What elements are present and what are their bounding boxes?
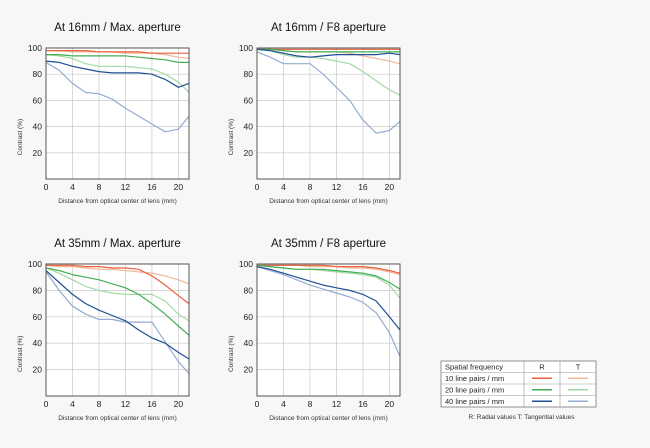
mtf-chart-2: At 16mm / F8 aperture 20 40 60 80 100 0 4 8 12 16 2… [228, 22, 401, 205]
x-tick-label: 20 [174, 399, 184, 409]
x-tick-label: 4 [281, 182, 286, 192]
plot-area [256, 47, 401, 180]
legend-col-r: R [539, 363, 545, 372]
x-tick-label: 8 [308, 182, 313, 192]
y-tick-label: 100 [239, 259, 253, 269]
y-tick-label: 60 [33, 312, 43, 322]
plot-border [256, 263, 401, 397]
series-line-40R [45, 60, 190, 88]
chart-title: At 35mm / F8 aperture [271, 238, 386, 250]
mtf-chart-1: At 16mm / Max. aperture 20 40 60 80 100 0 4 8 12 1… [17, 22, 190, 205]
chart-title: At 16mm / Max. aperture [54, 22, 181, 34]
plot-border [45, 263, 190, 397]
y-tick-label: 40 [33, 122, 43, 132]
plot-area [256, 263, 401, 397]
series-line-10R [256, 264, 401, 274]
series-line-10T [45, 264, 190, 285]
plot-border [256, 47, 401, 180]
series-line-40T [256, 51, 401, 134]
y-tick-label: 60 [33, 95, 43, 105]
series-line-40R [256, 266, 401, 331]
mtf-chart-4: At 35mm / F8 aperture 20 40 60 80 100 0 4 8 12 16 2… [228, 238, 401, 422]
y-tick-label: 60 [244, 95, 254, 105]
x-tick-label: 12 [332, 182, 342, 192]
chart-title: At 16mm / F8 aperture [271, 22, 386, 34]
x-axis-label: Distance from optical center of lens (mm… [269, 198, 387, 205]
series-line-20R [45, 267, 190, 336]
y-tick-label: 20 [244, 365, 254, 375]
x-tick-label: 4 [70, 399, 75, 409]
x-tick-label: 8 [97, 399, 102, 409]
y-tick-label: 100 [28, 259, 42, 269]
legend-row-label: 10 line pairs / mm [445, 374, 504, 383]
x-tick-label: 20 [174, 182, 184, 192]
y-tick-label: 100 [239, 43, 253, 53]
series-line-40R [256, 48, 401, 58]
y-tick-label: 60 [244, 312, 254, 322]
x-tick-label: 12 [121, 182, 131, 192]
y-axis-label: Contrast (%) [228, 119, 235, 155]
legend-note: R: Radial values T: Tangential values [469, 414, 576, 421]
x-tick-label: 12 [121, 399, 131, 409]
legend-header: Spatial frequency [445, 363, 503, 372]
x-tick-label: 20 [385, 182, 395, 192]
y-tick-label: 40 [244, 122, 254, 132]
x-tick-label: 16 [147, 399, 157, 409]
series-line-20R [45, 53, 190, 64]
y-tick-label: 40 [244, 338, 254, 348]
legend-row-label: 40 line pairs / mm [445, 397, 504, 406]
series-line-10R [45, 264, 190, 305]
series-line-40R [45, 270, 190, 360]
series-line-10R [45, 49, 190, 54]
x-tick-label: 16 [147, 182, 157, 192]
y-tick-label: 80 [33, 285, 43, 295]
x-tick-label: 4 [281, 399, 286, 409]
y-tick-label: 80 [244, 285, 254, 295]
plot-area [45, 47, 190, 180]
y-tick-label: 20 [244, 148, 254, 158]
y-tick-label: 80 [244, 69, 254, 79]
x-tick-label: 0 [44, 182, 49, 192]
y-tick-label: 40 [33, 338, 43, 348]
x-tick-label: 4 [70, 182, 75, 192]
plot-area [45, 263, 190, 397]
series-line-20T [45, 267, 190, 322]
legend: Spatial frequency R T 10 line pairs / mm 20 … [440, 360, 597, 421]
x-tick-label: 16 [358, 399, 368, 409]
x-tick-label: 8 [97, 182, 102, 192]
y-axis-label: Contrast (%) [17, 336, 24, 372]
series-line-20R [256, 48, 401, 53]
x-tick-label: 8 [308, 399, 313, 409]
mtf-chart-3: At 35mm / Max. aperture 20 40 60 80 100 0 4 8 12 1… [17, 238, 190, 422]
plot-border [45, 47, 190, 180]
series-line-20T [45, 53, 190, 94]
y-tick-label: 80 [33, 69, 43, 79]
series-line-20R [256, 264, 401, 290]
x-axis-label: Distance from optical center of lens (mm… [58, 415, 176, 422]
chart-title: At 35mm / Max. aperture [54, 238, 181, 250]
y-axis-label: Contrast (%) [228, 336, 235, 372]
x-tick-label: 12 [332, 399, 342, 409]
series-line-20T [256, 48, 401, 96]
x-axis-label: Distance from optical center of lens (mm… [58, 198, 176, 205]
y-tick-label: 20 [33, 365, 43, 375]
x-tick-label: 20 [385, 399, 395, 409]
legend-col-t: T [576, 363, 581, 372]
series-line-40T [45, 61, 190, 133]
x-tick-label: 16 [358, 182, 368, 192]
legend-row-label: 20 line pairs / mm [445, 386, 504, 395]
x-tick-label: 0 [255, 399, 260, 409]
y-tick-label: 100 [28, 43, 42, 53]
y-tick-label: 20 [33, 148, 43, 158]
x-tick-label: 0 [255, 182, 260, 192]
series-line-10T [45, 49, 190, 60]
x-axis-label: Distance from optical center of lens (mm… [269, 415, 387, 422]
series-line-40T [256, 266, 401, 357]
y-axis-label: Contrast (%) [17, 119, 24, 155]
x-tick-label: 0 [44, 399, 49, 409]
